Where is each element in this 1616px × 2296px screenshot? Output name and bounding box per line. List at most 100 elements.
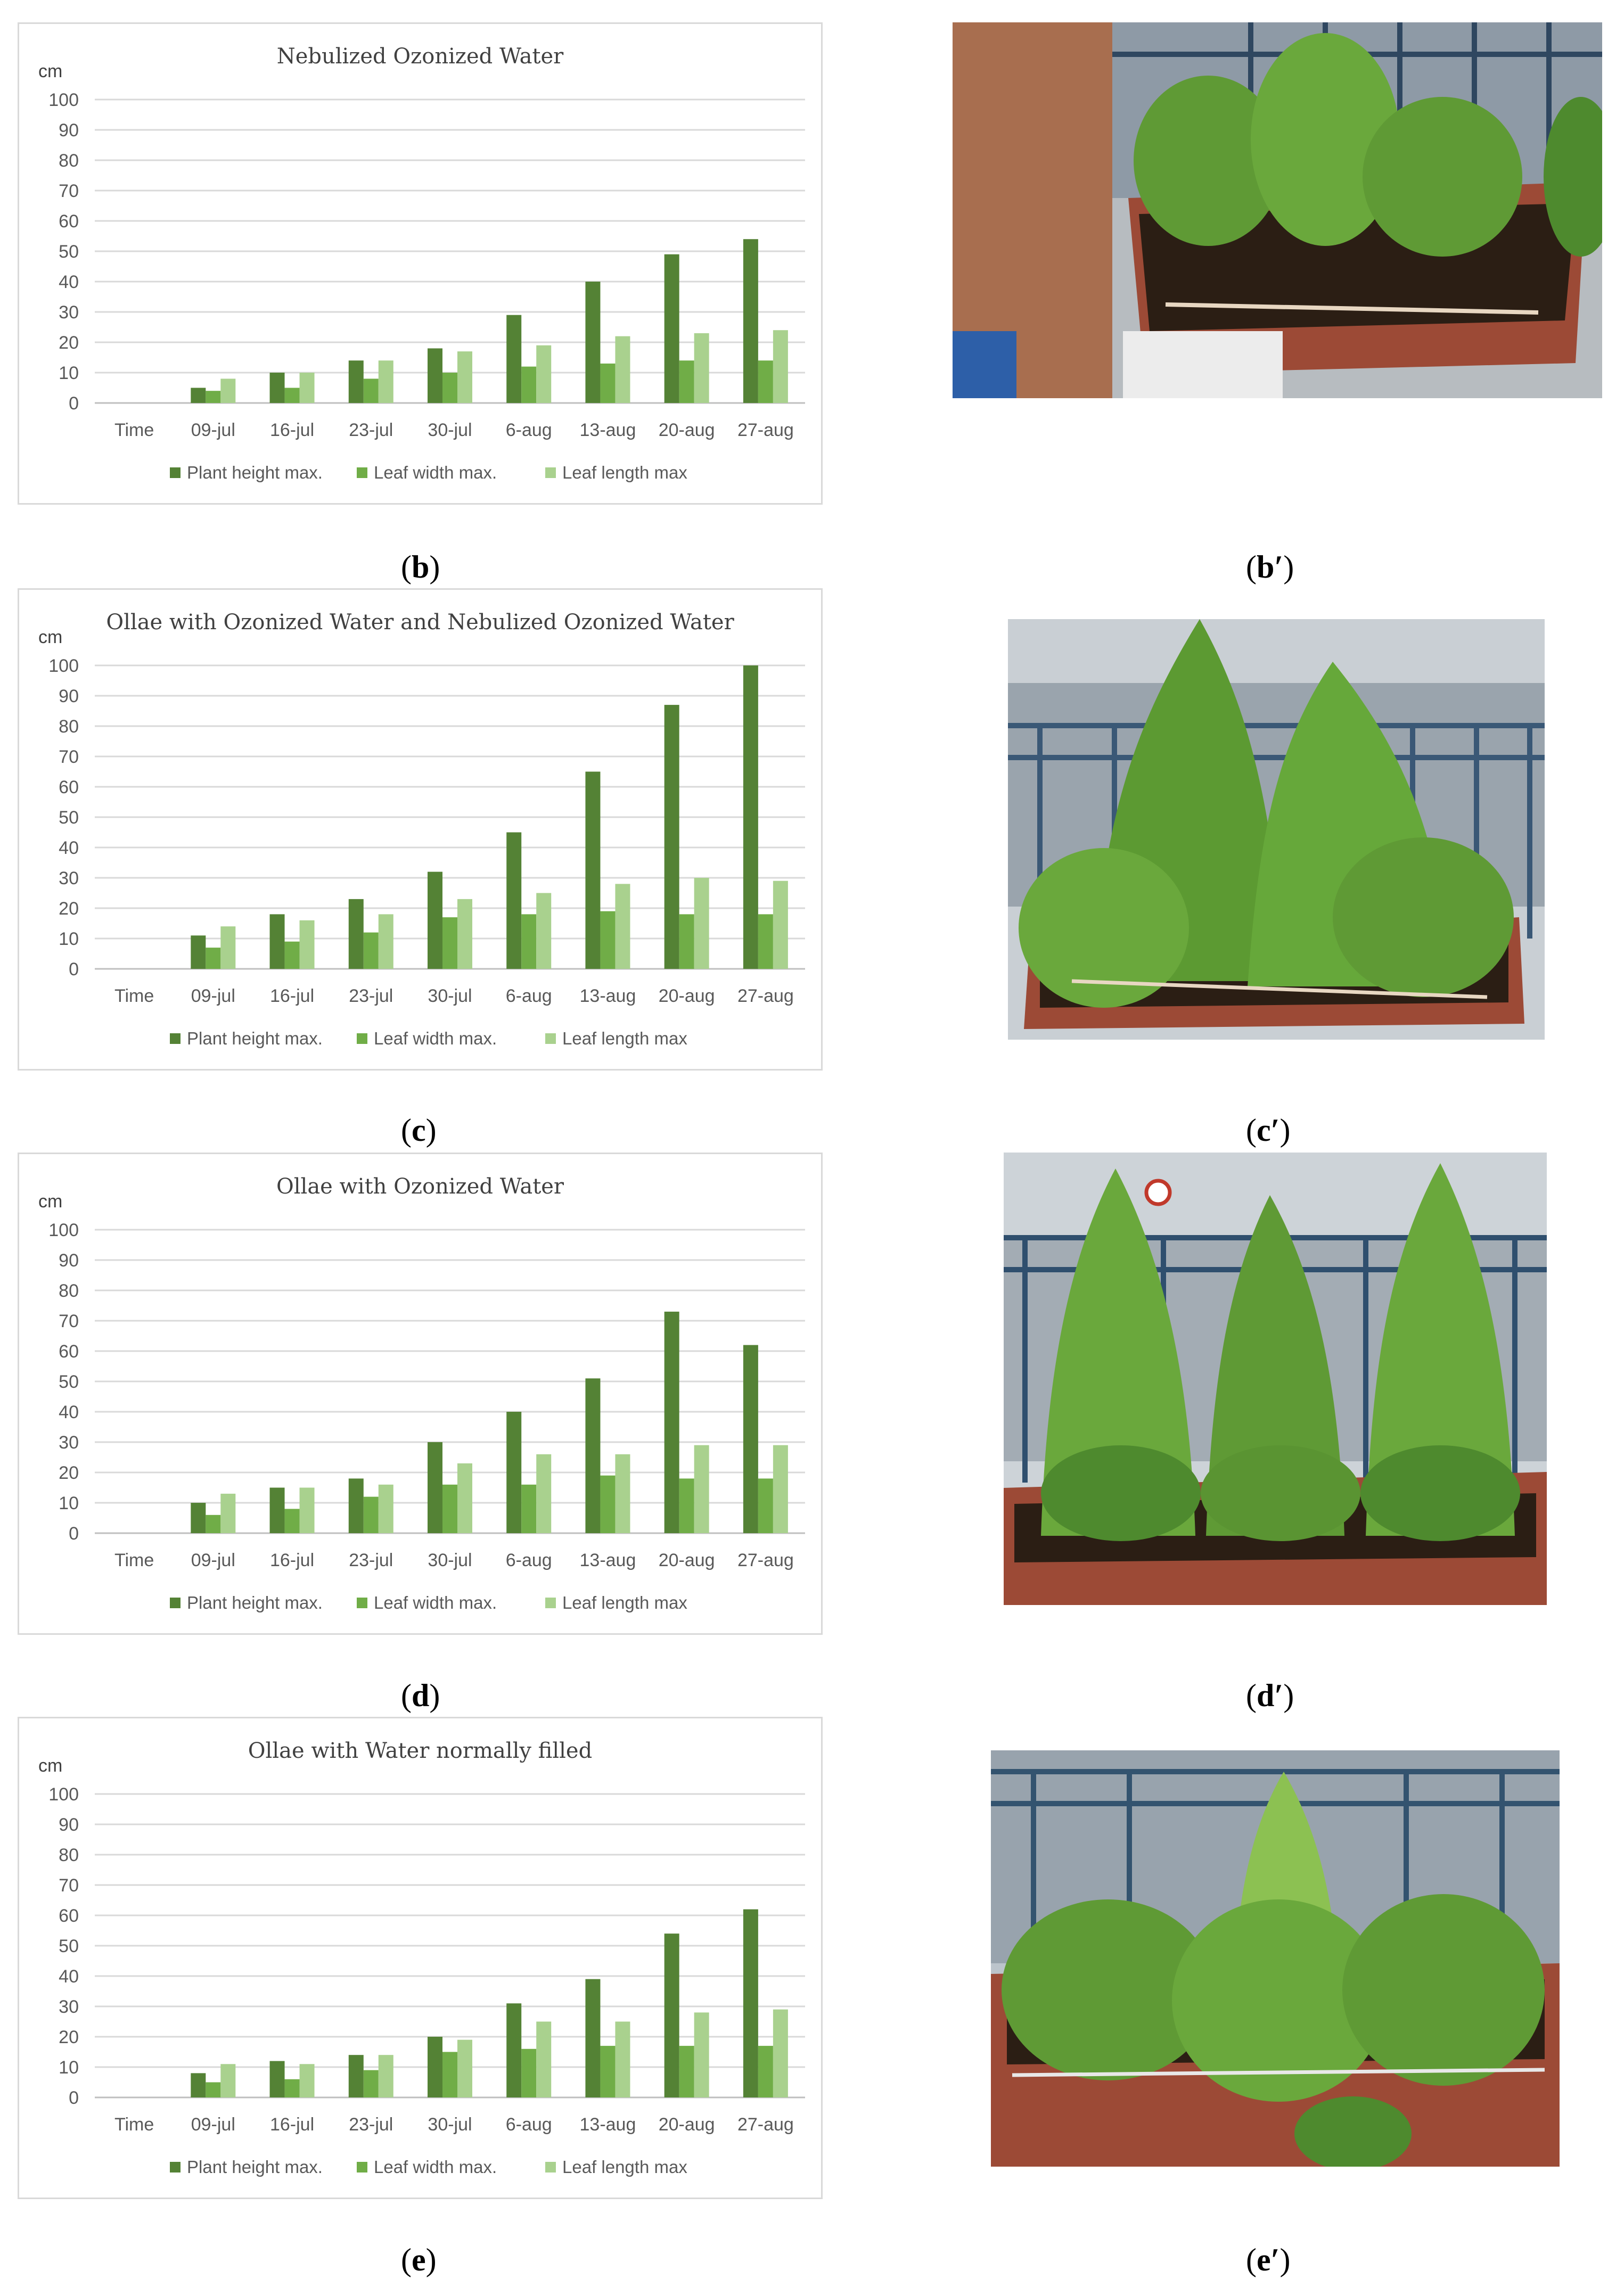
- planter-photo-image: [953, 22, 1602, 398]
- y-tick-label: 80: [59, 1845, 79, 1865]
- plant-photo-d-prime: [1004, 1153, 1547, 1605]
- legend-label: Leaf width max.: [374, 2157, 497, 2177]
- y-tick-label: 20: [59, 333, 79, 353]
- bar: [457, 1463, 472, 1533]
- bar: [585, 771, 601, 969]
- y-tick-label: 90: [59, 686, 79, 706]
- x-tick-label: 16-jul: [270, 986, 314, 1006]
- bar: [442, 1484, 457, 1533]
- caption-c-prime: (c′): [1246, 1113, 1291, 1148]
- y-unit-label: cm: [38, 1191, 62, 1212]
- x-tick-label: 30-jul: [428, 420, 472, 440]
- chart-panel-c: Ollae with Ozonized Water and Nebulized …: [18, 588, 823, 1071]
- y-tick-label: 0: [69, 393, 79, 414]
- y-tick-label: 100: [48, 656, 79, 676]
- bar: [206, 391, 221, 403]
- bar: [363, 378, 379, 403]
- planter-photo-image: [991, 1750, 1560, 2167]
- bar: [694, 878, 709, 969]
- bar: [664, 705, 679, 969]
- bar: [615, 336, 630, 403]
- caption-b: (b): [401, 549, 440, 585]
- bar: [679, 914, 694, 969]
- bar: [220, 1493, 236, 1533]
- x-tick-label: 27-aug: [737, 420, 794, 440]
- y-tick-label: 10: [59, 1493, 79, 1513]
- bar: [536, 1454, 552, 1533]
- bar: [348, 899, 364, 969]
- bar: [773, 1445, 788, 1533]
- bar: [521, 1484, 537, 1533]
- bar: [679, 1478, 694, 1533]
- x-tick-label: 16-jul: [270, 420, 314, 440]
- y-tick-label: 60: [59, 777, 79, 797]
- y-tick-label: 70: [59, 1311, 79, 1331]
- y-tick-label: 50: [59, 1372, 79, 1392]
- bar: [378, 2055, 393, 2097]
- y-tick-label: 70: [59, 1875, 79, 1896]
- y-tick-label: 0: [69, 2088, 79, 2108]
- chart-svg-d: Ollae with Ozonized Water cm 0 10 20 30 40 50…: [38, 1174, 805, 1612]
- caption-b-prime: (b′): [1246, 549, 1294, 585]
- plant-photo-b-prime: [953, 22, 1602, 398]
- chart-svg-c: Ollae with Ozonized Water and Nebulized …: [38, 610, 805, 1048]
- y-tick-label: 50: [59, 1936, 79, 1956]
- bar: [191, 935, 206, 969]
- y-tick-label: 60: [59, 1906, 79, 1926]
- y-tick-label: 80: [59, 1281, 79, 1301]
- bar: [506, 1412, 522, 1533]
- caption-d-prime: (d′): [1246, 1678, 1294, 1713]
- bar: [521, 2048, 537, 2097]
- x-tick-label: 6-aug: [506, 2114, 552, 2135]
- y-tick-label: 60: [59, 1342, 79, 1362]
- chart-svg-e: Ollae with Water normally filled cm 0 10 2…: [38, 1739, 805, 2177]
- bar: [428, 871, 442, 969]
- x-tick-label: 13-aug: [580, 420, 636, 440]
- y-tick-label: 40: [59, 1966, 79, 1987]
- legend-swatch: [545, 1033, 556, 1044]
- bar: [600, 1475, 616, 1533]
- x-tick-label: 16-jul: [270, 2114, 314, 2135]
- bar: [457, 351, 472, 403]
- bar: [585, 1979, 601, 2097]
- bar: [284, 941, 300, 969]
- x-tick-label: 23-jul: [349, 1550, 393, 1570]
- bar: [348, 1478, 364, 1533]
- plant-photo-c-prime: [1008, 619, 1545, 1040]
- x-tick-label: 13-aug: [580, 1550, 636, 1570]
- bar: [521, 366, 537, 403]
- y-tick-label: 100: [48, 1220, 79, 1240]
- bar: [363, 1496, 379, 1533]
- bar: [442, 2052, 457, 2097]
- bar: [743, 1345, 758, 1533]
- y-tick-label: 30: [59, 1997, 79, 2017]
- x-tick-label: 20-aug: [659, 986, 715, 1006]
- y-tick-label: 90: [59, 1250, 79, 1271]
- x-tick-label: 09-jul: [191, 986, 235, 1006]
- x-tick-label: 27-aug: [737, 1550, 794, 1570]
- bar: [457, 899, 472, 969]
- bar: [758, 1478, 773, 1533]
- chart-title: Ollae with Water normally filled: [248, 1739, 592, 1763]
- x-tick-label: 20-aug: [659, 1550, 715, 1570]
- y-tick-label: 40: [59, 1402, 79, 1422]
- bar: [299, 2064, 315, 2097]
- bar: [299, 373, 315, 403]
- bar: [694, 2012, 709, 2097]
- x-tick-label: 6-aug: [506, 420, 552, 440]
- bar: [191, 2073, 206, 2097]
- x-tick-label: 27-aug: [737, 986, 794, 1006]
- bar: [378, 360, 393, 403]
- bar: [600, 363, 616, 403]
- bar: [206, 1515, 221, 1533]
- bar: [600, 911, 616, 969]
- bar: [348, 360, 364, 403]
- legend-label: Leaf width max.: [374, 463, 497, 482]
- bar: [536, 893, 552, 969]
- legend-swatch: [357, 467, 367, 478]
- bar: [299, 920, 315, 969]
- bar: [600, 2046, 616, 2097]
- y-tick-label: 70: [59, 181, 79, 201]
- bar: [536, 2021, 552, 2097]
- legend-swatch: [357, 1598, 367, 1608]
